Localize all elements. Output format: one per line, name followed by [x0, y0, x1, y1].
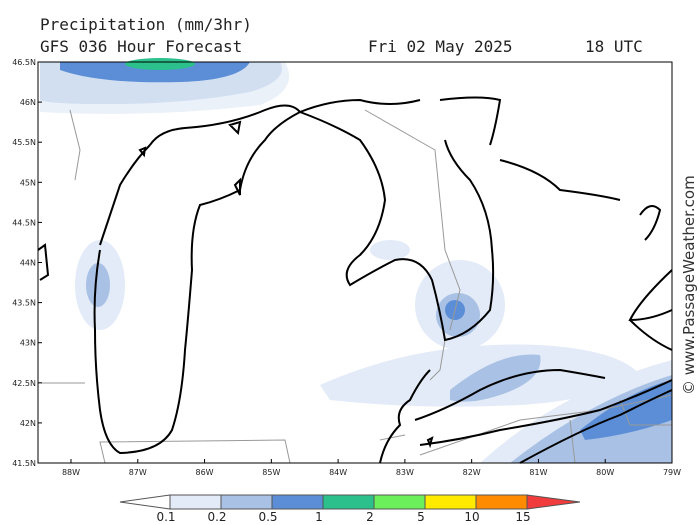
legend-label: 0.5	[258, 510, 277, 524]
coastline	[37, 98, 421, 281]
legend-swatch	[169, 494, 222, 510]
lat-label: 45.5N	[12, 138, 36, 147]
legend-swatch	[475, 494, 528, 510]
legend-swatch	[220, 494, 273, 510]
legend-swatch	[271, 494, 324, 510]
legend-label: 15	[515, 510, 530, 524]
lon-label: 88W	[62, 468, 80, 477]
date: Fri 02 May 2025	[368, 37, 513, 56]
coastlines	[37, 96, 673, 464]
lon-label: 79W	[663, 468, 681, 477]
map	[37, 58, 673, 464]
title: Precipitation (mm/3hr)	[40, 15, 252, 34]
lon-label: 85W	[262, 468, 280, 477]
watermark: © www.PassageWeather.com	[680, 175, 698, 395]
lon-label: 83W	[396, 468, 414, 477]
precip	[40, 58, 672, 463]
lat-label: 42N	[20, 419, 36, 428]
legend-label: 1	[315, 510, 323, 524]
legend-swatch	[526, 494, 581, 510]
model: GFS 036 Hour Forecast	[40, 37, 242, 56]
lat-label: 44.5N	[12, 218, 36, 227]
precip-area	[450, 354, 541, 402]
lon-label: 80W	[596, 468, 614, 477]
lon-label: 81W	[529, 468, 547, 477]
legend-label: 0.2	[207, 510, 226, 524]
legend-swatch	[373, 494, 426, 510]
state-border	[38, 109, 461, 464]
lon-label: 84W	[329, 468, 347, 477]
coastline	[379, 368, 673, 464]
precip-area	[60, 62, 250, 83]
precip-area	[86, 263, 110, 307]
precip-area	[125, 58, 195, 70]
coastline	[439, 96, 673, 351]
lat-label: 41.5N	[12, 459, 36, 468]
legend-swatch	[322, 494, 375, 510]
borders	[38, 109, 673, 464]
lon-label: 86W	[196, 468, 214, 477]
lat-label: 43N	[20, 339, 36, 348]
legend-label: 5	[417, 510, 425, 524]
legend-label: 0.1	[156, 510, 175, 524]
legend-label: 2	[366, 510, 374, 524]
legend-swatch	[119, 494, 171, 510]
lon-label: 82W	[463, 468, 481, 477]
coastline	[299, 111, 495, 342]
lat-label: 46N	[20, 98, 36, 107]
lat-label: 42.5N	[12, 379, 36, 388]
lat-label: 43.5N	[12, 299, 36, 308]
legend-swatch	[424, 494, 477, 510]
coastline	[93, 111, 301, 455]
precip-area	[370, 240, 410, 260]
lat-label: 46.5N	[12, 58, 36, 67]
lon-label: 87W	[129, 468, 147, 477]
lat-label: 45N	[20, 178, 36, 187]
lat-label: 44N	[20, 259, 36, 268]
legend-label: 10	[464, 510, 479, 524]
island	[138, 120, 434, 449]
time: 18 UTC	[585, 37, 643, 56]
